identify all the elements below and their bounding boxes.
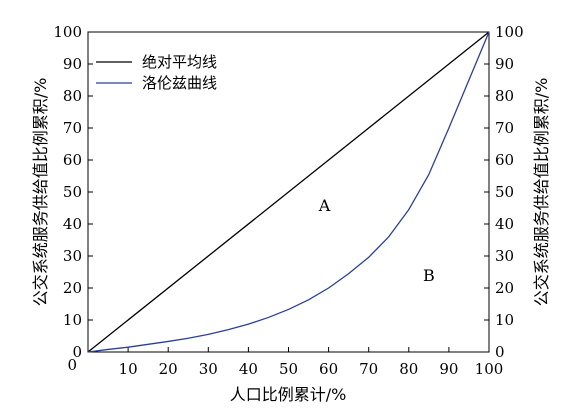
y-tick-label-right-30: 30	[495, 247, 514, 265]
y-tick-label-left-80: 80	[63, 87, 82, 105]
tick-marks	[88, 31, 490, 353]
x-axis-title: 人口比例累计/%	[230, 385, 347, 404]
x-tick-label-100: 100	[475, 360, 504, 378]
y-tick-label-right-10: 10	[495, 311, 514, 329]
y-tick-label-left-0: 0	[72, 343, 82, 361]
y-tick-label-left-40: 40	[63, 215, 82, 233]
y-tick-label-left-20: 20	[63, 279, 82, 297]
series-layer	[87, 31, 490, 353]
y-tick-label-right-50: 50	[495, 183, 514, 201]
region-label-a: A	[318, 196, 331, 215]
y-tick-label-left-60: 60	[63, 151, 82, 169]
y-tick-label-left-100: 100	[53, 23, 82, 41]
x-tick-label-40: 40	[239, 360, 258, 378]
y-tick-label-right-70: 70	[495, 119, 514, 137]
x-tick-label-80: 80	[399, 360, 418, 378]
series-line-1	[87, 31, 490, 353]
y-tick-label-left-70: 70	[63, 119, 82, 137]
x-tick-label-10: 10	[119, 360, 138, 378]
series-line-0	[87, 31, 490, 353]
y-tick-label-right-20: 20	[495, 279, 514, 297]
y-tick-label-left-30: 30	[63, 247, 82, 265]
x-origin-label: 0	[67, 356, 77, 374]
x-tick-label-90: 90	[439, 360, 458, 378]
legend-label-equality-line: 绝对平均线	[142, 53, 217, 71]
y-axis-title-right: 公交系统服务供给值比例累积/%	[532, 78, 551, 307]
legend-label-lorenz-curve: 洛伦兹曲线	[142, 74, 217, 92]
legend: 绝对平均线 洛伦兹曲线	[96, 53, 217, 92]
x-tick-label-50: 50	[279, 360, 298, 378]
x-tick-label-30: 30	[199, 360, 218, 378]
y-tick-label-right-90: 90	[495, 55, 514, 73]
y-tick-label-right-0: 0	[495, 343, 505, 361]
y-tick-label-left-90: 90	[63, 55, 82, 73]
y-tick-label-left-10: 10	[63, 311, 82, 329]
y-axis-title-left: 公交系统服务供给值比例累积/%	[31, 78, 50, 307]
y-tick-label-right-100: 100	[495, 23, 524, 41]
y-tick-label-right-60: 60	[495, 151, 514, 169]
x-tick-label-60: 60	[319, 360, 338, 378]
y-tick-label-right-40: 40	[495, 215, 514, 233]
x-tick-label-20: 20	[159, 360, 178, 378]
region-label-b: B	[423, 266, 435, 285]
x-tick-label-70: 70	[359, 360, 378, 378]
y-tick-label-right-80: 80	[495, 87, 514, 105]
y-tick-label-left-50: 50	[63, 183, 82, 201]
